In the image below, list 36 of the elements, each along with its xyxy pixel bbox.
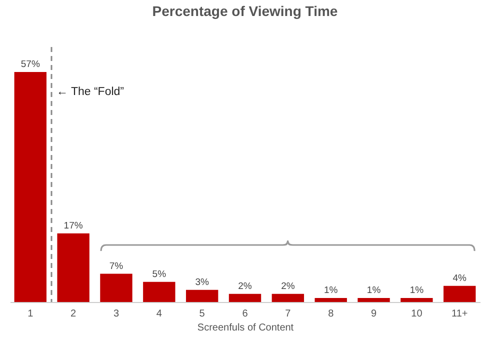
bar [358,298,390,302]
data-label: 7% [109,260,124,272]
data-label: 57% [20,59,40,70]
bar [314,298,347,302]
annotation: ← The “Fold” [56,86,124,98]
data-label: 5% [152,268,167,280]
chart-title: Percentage of Viewing Time [152,3,338,19]
x-tick-label: 2 [70,308,77,320]
data-label: 4% [452,272,468,284]
x-tick-label: 1 [28,308,34,320]
data-label: 17% [64,220,84,232]
bar [14,72,46,302]
data-label: 3% [195,276,210,288]
data-label: 1% [324,284,338,296]
data-label: 2% [281,280,296,292]
x-tick-label: 10 [411,308,423,320]
bar [143,282,176,302]
bar [400,298,433,302]
x-tick-label: 11+ [451,308,468,320]
x-axis-title: Screenfuls of Content [197,322,294,334]
data-label: 1% [410,284,424,296]
x-tick-label: 6 [242,308,248,320]
x-tick-label: 8 [328,308,334,320]
data-label: 1% [366,284,382,296]
bar [100,274,132,302]
data-label: 2% [238,280,252,292]
bar [186,290,218,302]
bar [444,286,476,302]
bar [228,294,262,302]
x-tick-label: 4 [156,308,162,320]
bar [57,233,90,302]
x-tick-label: 7 [285,308,292,320]
x-tick-label: 5 [199,308,206,320]
x-tick-label: 9 [370,308,377,320]
bar [272,294,304,302]
x-tick-label: 3 [113,308,120,320]
